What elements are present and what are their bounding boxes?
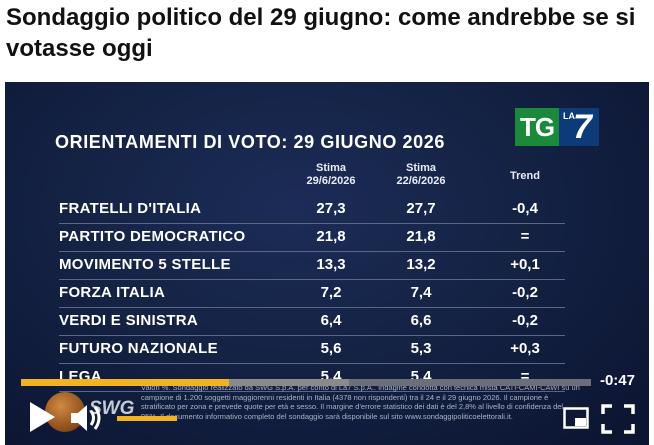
table-row: FUTURO NAZIONALE 5,6 5,3 +0,3	[59, 336, 565, 364]
volume-slider[interactable]	[117, 416, 177, 421]
column-header-trend: Trend	[485, 170, 565, 183]
fullscreen-icon	[601, 404, 635, 434]
time-remaining: -0:47	[599, 372, 635, 389]
picture-in-picture-button[interactable]	[563, 406, 589, 430]
article-headline: Sondaggio politico del 29 giugno: come a…	[6, 4, 636, 62]
column-header-current: Stima 29/6/2026	[291, 162, 371, 188]
trend-value: -0,2	[512, 312, 538, 329]
estimate-current: 13,3	[316, 256, 346, 273]
play-button[interactable]	[27, 400, 57, 434]
progress-bar[interactable]	[21, 379, 591, 386]
volume-button[interactable]	[69, 402, 105, 434]
swg-ball-icon	[45, 392, 85, 432]
poll-title: ORIENTAMENTI DI VOTO: 29 GIUGNO 2026	[55, 132, 446, 152]
tg-la7-logo: TG LA 7	[515, 108, 599, 146]
progress-played	[21, 379, 230, 386]
column-header-previous-line2: 22/6/2026	[396, 175, 446, 187]
table-row: PARTITO DEMOCRATICO 21,8 21,8 =	[59, 224, 565, 252]
table-row: VERDI E SINISTRA 6,4 6,6 -0,2	[59, 308, 565, 336]
estimate-previous: 27,7	[406, 200, 436, 217]
estimate-current: 7,2	[320, 284, 342, 301]
methodology-note: Valori %. Sondaggio realizzato da SWG S.…	[141, 383, 580, 421]
trend-value: =	[520, 368, 530, 385]
logo-7: 7	[573, 108, 592, 146]
estimate-previous: 6,6	[410, 312, 432, 329]
party-name: FUTURO NAZIONALE	[59, 340, 218, 357]
volume-level	[117, 416, 177, 421]
estimate-current: 27,3	[316, 200, 346, 217]
video-frame[interactable]: TG LA 7 ORIENTAMENTI DI VOTO: 29 GIUGNO …	[5, 82, 649, 445]
trend-value: =	[520, 228, 530, 245]
party-name: FRATELLI D'ITALIA	[59, 200, 202, 217]
logo-la: LA	[563, 111, 575, 121]
swg-label: SWG	[89, 398, 135, 419]
column-header-current-line2: 29/6/2026	[306, 175, 356, 187]
logo-tg: TG	[515, 108, 559, 146]
estimate-previous: 13,2	[406, 256, 436, 273]
party-name: MOVIMENTO 5 STELLE	[59, 256, 231, 273]
column-header-previous-line1: Stima	[406, 162, 436, 174]
column-header-current-line1: Stima	[316, 162, 346, 174]
table-row: FORZA ITALIA 7,2 7,4 -0,2	[59, 280, 565, 308]
column-header-previous: Stima 22/6/2026	[381, 162, 461, 188]
column-header-trend-line1: Trend	[510, 170, 540, 182]
party-name: LEGA	[59, 368, 102, 385]
trend-value: +0,1	[510, 256, 540, 273]
volume-icon	[71, 405, 101, 431]
trend-value: +0,3	[510, 340, 540, 357]
estimate-current: 6,4	[320, 312, 342, 329]
trend-value: -0,2	[512, 284, 538, 301]
picture-in-picture-icon	[563, 407, 589, 429]
estimate-previous: 21,8	[406, 228, 436, 245]
estimate-previous: 7,4	[410, 284, 432, 301]
fullscreen-button[interactable]	[601, 404, 635, 434]
swg-logo: SWG	[45, 388, 135, 432]
video-player[interactable]: TG LA 7 ORIENTAMENTI DI VOTO: 29 GIUGNO …	[5, 82, 649, 445]
trend-value: -0,4	[512, 200, 538, 217]
poll-table: FRATELLI D'ITALIA 27,3 27,7 -0,4 PARTITO…	[59, 196, 565, 392]
logo-la7: LA 7	[559, 108, 599, 146]
estimate-previous: 5,3	[410, 340, 432, 357]
party-name: FORZA ITALIA	[59, 284, 166, 301]
play-icon	[30, 402, 55, 432]
estimate-current: 5,6	[320, 340, 342, 357]
table-row: FRATELLI D'ITALIA 27,3 27,7 -0,4	[59, 196, 565, 224]
party-name: PARTITO DEMOCRATICO	[59, 228, 246, 245]
table-row: MOVIMENTO 5 STELLE 13,3 13,2 +0,1	[59, 252, 565, 280]
party-name: VERDI E SINISTRA	[59, 312, 198, 329]
estimate-current: 21,8	[316, 228, 346, 245]
